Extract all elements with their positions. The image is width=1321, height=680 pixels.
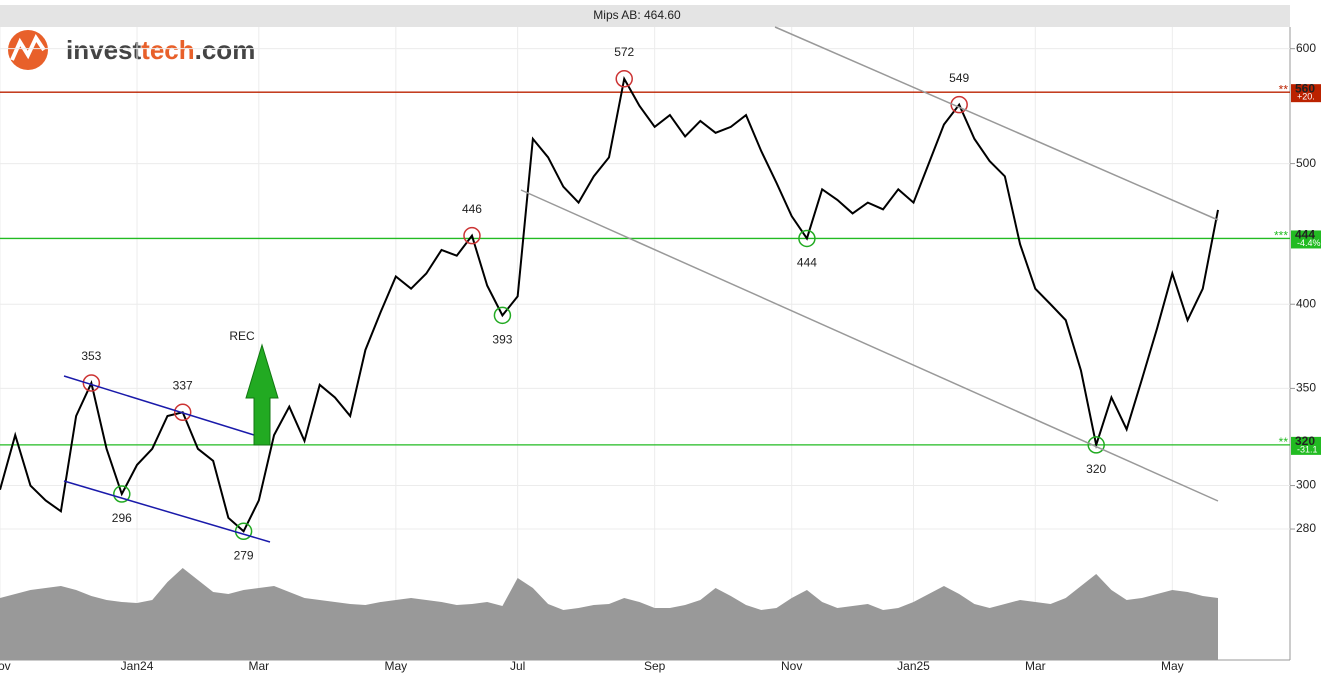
trend-channel: [63, 375, 271, 441]
pivot-marker: [1087, 436, 1105, 454]
pivot-marker: [950, 95, 968, 114]
signal-label: REC: [229, 329, 255, 343]
level-stars: **: [1279, 435, 1289, 449]
trend-line: [774, 26, 1219, 221]
x-tick-label: Jan24: [121, 659, 154, 673]
pivot-label: 444: [797, 256, 817, 270]
pivot-marker: [493, 306, 512, 325]
signal-arrow: [245, 343, 279, 446]
logo-text: investtech.com: [66, 35, 255, 65]
pivot-label: 320: [1086, 462, 1106, 476]
level-change: +20.: [1297, 92, 1315, 102]
chart-title: Mips AB: 464.60: [593, 8, 681, 22]
x-tick-label: May: [385, 659, 408, 673]
volume-area: [0, 568, 1218, 660]
pivot-label: 549: [949, 71, 969, 85]
y-tick-label: 400: [1296, 296, 1316, 310]
level-change: -31.1: [1297, 444, 1318, 454]
pivot-marker: [113, 485, 131, 503]
x-tick-label: Nov: [781, 659, 802, 673]
y-tick-label: 600: [1296, 41, 1316, 55]
pivot-marker: [82, 374, 101, 392]
x-tick-label: Mar: [1025, 659, 1046, 673]
x-tick-label: Sep: [644, 659, 666, 673]
level-box: [1291, 436, 1321, 455]
trend-line: [520, 189, 1219, 502]
level-box: [1291, 84, 1321, 103]
logo-part: tech: [141, 35, 194, 65]
x-tick-label: Mar: [248, 659, 269, 673]
pivot-marker: [463, 226, 481, 245]
pivot-marker: [798, 229, 816, 248]
pivot-label: 393: [492, 333, 512, 347]
pivot-label: 337: [173, 378, 193, 392]
logo: investtech.com: [8, 30, 255, 70]
level-stars: **: [1279, 82, 1289, 96]
logo-part: invest: [66, 35, 141, 65]
level-label: 444: [1295, 228, 1315, 242]
pivot-label: 446: [462, 202, 482, 216]
pivot-marker: [615, 70, 633, 88]
header-bar: [0, 5, 1290, 27]
y-tick-label: 500: [1296, 156, 1316, 170]
level-label: 320: [1295, 434, 1315, 448]
level-change: -4.4%: [1297, 238, 1321, 248]
x-tick-label: May: [1161, 659, 1184, 673]
pivot-label: 279: [234, 548, 254, 562]
level-box: [1291, 230, 1321, 249]
x-tick-label: Jan25: [897, 659, 930, 673]
pivot-label: 572: [614, 45, 634, 59]
pivot-label: 353: [81, 349, 101, 363]
level-label: 560: [1295, 81, 1315, 95]
x-tick-label: Jul: [510, 659, 525, 673]
y-tick-label: 300: [1296, 478, 1316, 492]
pivot-label: 296: [112, 511, 132, 525]
x-tick-label: Nov: [0, 659, 11, 673]
logo-icon-line: [10, 33, 46, 61]
trend-channel: [63, 480, 271, 543]
pivot-marker: [173, 403, 192, 422]
price-line: [0, 75, 1219, 533]
y-tick-label: 350: [1296, 381, 1316, 395]
logo-part: .com: [195, 35, 256, 65]
y-tick-label: 280: [1296, 521, 1316, 535]
level-stars: ***: [1274, 229, 1288, 243]
